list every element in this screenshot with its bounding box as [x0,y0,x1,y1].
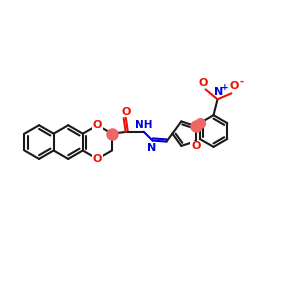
Text: +: + [220,83,228,92]
Text: N: N [147,142,156,152]
Text: N: N [214,87,223,98]
Text: O: O [121,107,130,117]
Text: O: O [199,79,208,88]
Text: O: O [191,141,200,151]
Text: NH: NH [135,120,152,130]
Text: O: O [230,82,239,92]
Text: -: - [239,76,243,86]
Text: O: O [93,154,102,164]
Text: O: O [93,120,102,130]
